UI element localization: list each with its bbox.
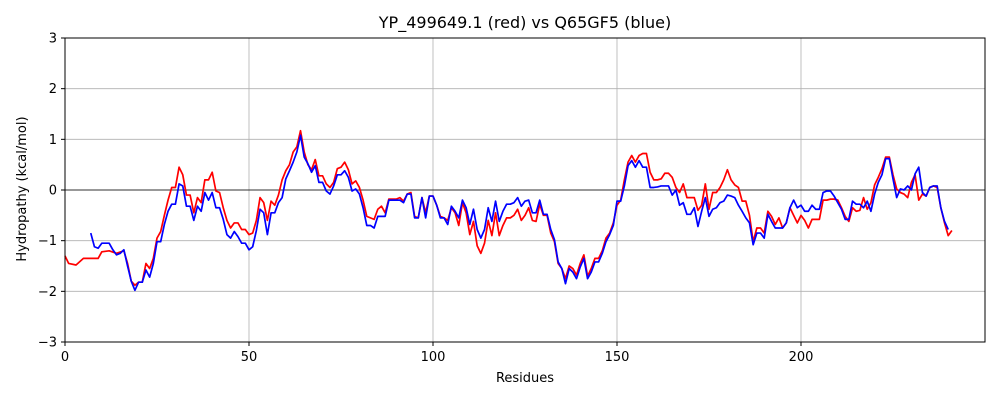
red-series-line — [64, 129, 953, 287]
x-tick-label: 0 — [61, 350, 69, 365]
x-tick-label: 50 — [241, 350, 258, 365]
axis-ticks: 0 50 100 150 200 −3 −2 −1 0 1 2 3 — [38, 32, 814, 366]
x-axis-label: Residues — [496, 371, 554, 386]
y-tick-label: −1 — [38, 234, 57, 249]
y-tick-label: 3 — [49, 32, 57, 47]
y-tick-label: 1 — [49, 133, 57, 148]
blue-series-line — [89, 134, 949, 292]
y-tick-label: 0 — [49, 184, 57, 199]
y-tick-label: −2 — [38, 285, 57, 300]
y-tick-label: −3 — [38, 336, 57, 351]
y-tick-label: 2 — [49, 82, 57, 97]
y-axis-label: Hydropathy (kcal/mol) — [15, 116, 30, 261]
x-tick-label: 100 — [421, 350, 446, 365]
series-lines — [64, 129, 953, 292]
x-tick-label: 200 — [789, 350, 814, 365]
x-tick-label: 150 — [605, 350, 630, 365]
chart-title: YP_499649.1 (red) vs Q65GF5 (blue) — [378, 13, 671, 33]
